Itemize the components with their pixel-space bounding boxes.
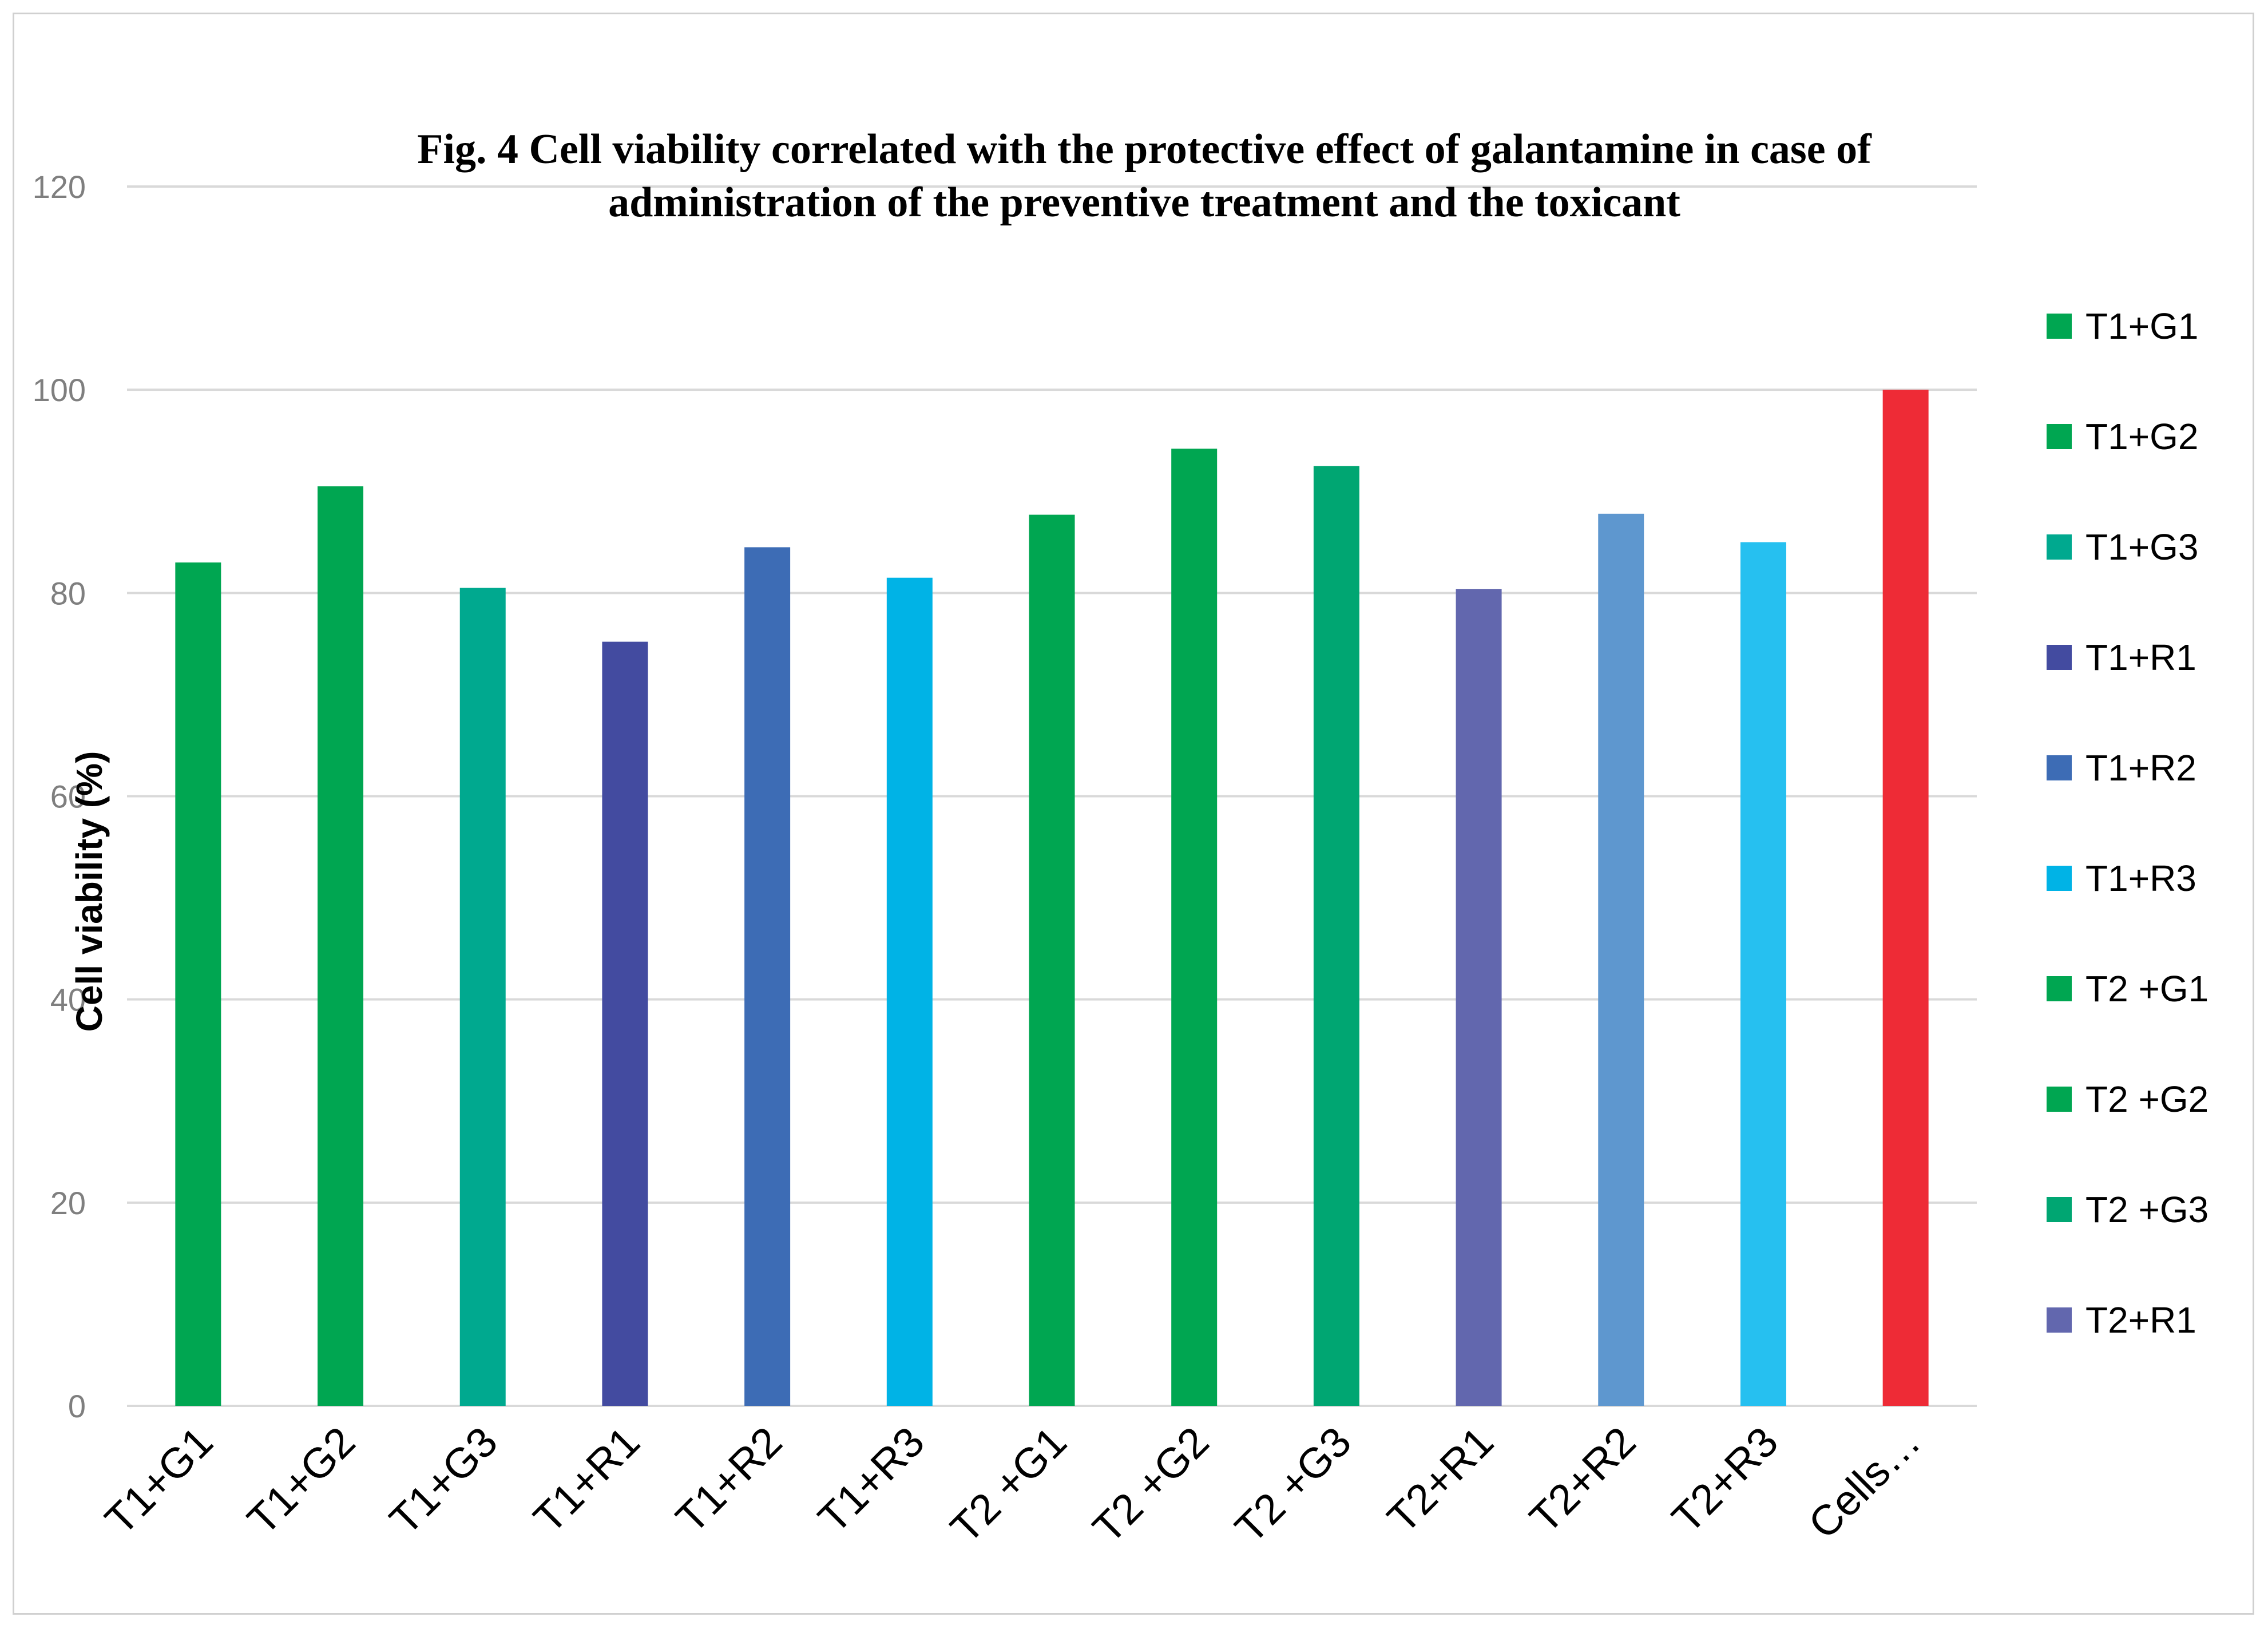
x-category-label: T1+R1 [525,1418,649,1542]
y-tick-label: 100 [33,372,86,408]
legend-item: T1+G3 [2047,526,2198,568]
bar [744,547,791,1406]
bar [1740,542,1786,1406]
legend-label: T2 +G3 [2085,1189,2208,1230]
chart-title-line-2: administration of the preventive treatme… [608,179,1680,226]
x-category-label: T2 +G2 [1084,1418,1218,1552]
legend-swatch [2047,424,2072,449]
legend-item: T1+R1 [2047,637,2196,678]
y-tick-label: 40 [50,982,86,1018]
x-category-label: T1+G2 [238,1418,364,1544]
x-category-label: T2 +G1 [941,1418,1076,1552]
legend-item: T1+R3 [2047,858,2196,899]
legend-swatch [2047,1087,2072,1112]
x-category-label: T1+R3 [809,1418,933,1542]
legend-label: T2 +G1 [2085,968,2208,1009]
legend-label: T1+R1 [2085,637,2196,678]
legend-label: T1+G1 [2085,306,2198,347]
legend-item: T1+G1 [2047,306,2198,347]
legend-item: T1+G2 [2047,416,2198,457]
legend-swatch [2047,1307,2072,1333]
x-axis-category-labels: T1+G1 T1+G2 T1+G3 T1+R1 T1+R2 T1+R3 T2 +G1 T2 +… [96,1418,1929,1552]
y-tick-label: 0 [68,1388,86,1424]
legend-label: T1+R2 [2085,747,2196,788]
y-axis-tick-labels: 0 20 40 60 80 100 120 [33,169,86,1424]
bars [175,390,1929,1406]
legend-label: T1+G3 [2085,526,2198,568]
legend-swatch [2047,534,2072,560]
y-tick-label: 120 [33,169,86,205]
legend-item: T2 +G2 [2047,1079,2208,1120]
y-tick-label: 80 [50,575,86,611]
legend-swatch [2047,1197,2072,1222]
legend-swatch [2047,314,2072,339]
x-category-label: Cells… [1799,1418,1929,1548]
y-axis-label: Cell viability (%) [69,751,110,1032]
y-tick-label: 60 [50,779,86,815]
bar [175,562,221,1406]
chart-title: Fig. 4 Cell viability correlated with th… [417,126,1872,226]
x-category-label: T2+R3 [1663,1418,1787,1542]
bar [318,486,364,1406]
x-category-label: T1+G1 [96,1418,222,1544]
legend-swatch [2047,755,2072,780]
legend: T1+G1 T1+G2 T1+G3 T1+R1 T1+R2 T1+R3 T2 +G1 T2 +… [2047,306,2208,1341]
legend-label: T2 +G2 [2085,1079,2208,1120]
legend-label: T1+R3 [2085,858,2196,899]
legend-swatch [2047,976,2072,1001]
legend-swatch [2047,866,2072,891]
legend-item: T2 +G1 [2047,968,2208,1009]
bar [1029,514,1075,1406]
x-category-label: T1+G3 [380,1418,506,1544]
bar [1456,589,1502,1406]
x-category-label: T2 +G3 [1226,1418,1361,1552]
bar [459,588,506,1406]
x-category-label: T2+R2 [1520,1418,1644,1542]
legend-label: T1+G2 [2085,416,2198,457]
x-category-label: T1+R2 [667,1418,791,1542]
bar [1882,390,1929,1406]
legend-label: T2+R1 [2085,1299,2196,1341]
legend-swatch [2047,645,2072,670]
chart-title-line-1: Fig. 4 Cell viability correlated with th… [417,126,1872,173]
chart-frame [13,13,2254,1615]
bar [1598,513,1644,1406]
legend-item: T2+R1 [2047,1299,2196,1341]
bar [886,577,933,1406]
bar [1313,466,1359,1406]
y-tick-label: 20 [50,1185,86,1221]
bar [602,641,648,1406]
legend-item: T1+R2 [2047,747,2196,788]
x-category-label: T2+R1 [1378,1418,1502,1542]
legend-item: T2 +G3 [2047,1189,2208,1230]
bar [1171,449,1218,1406]
